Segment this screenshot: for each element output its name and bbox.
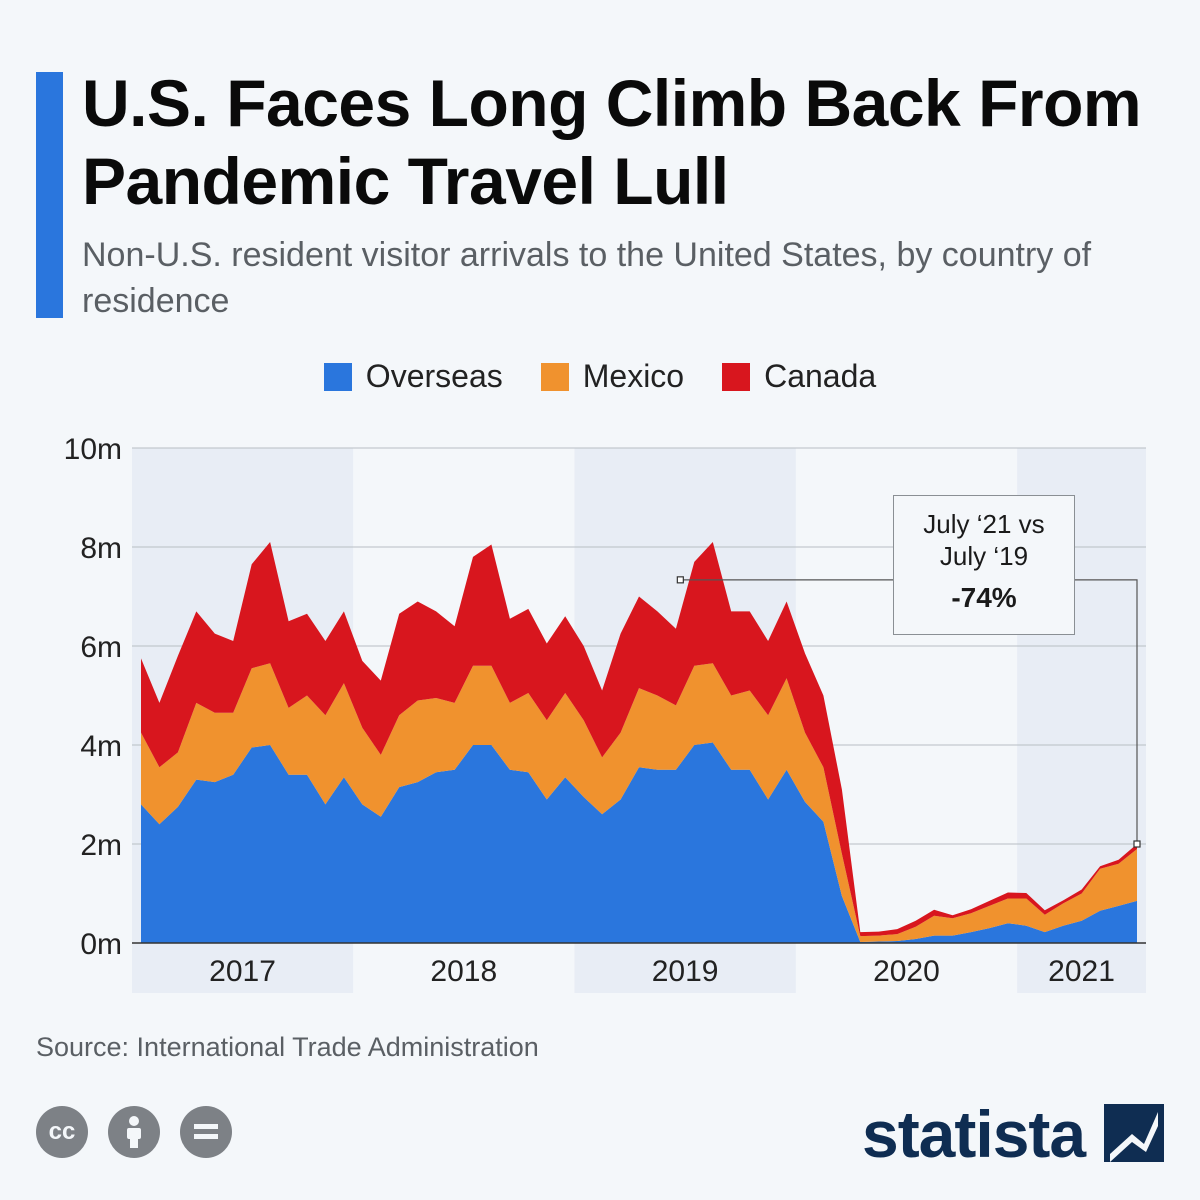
y-tick-labels: 0m 2m 4m 6m 8m 10m bbox=[64, 433, 122, 961]
annotation-line-1: July ‘21 vs bbox=[923, 509, 1045, 539]
legend-swatch-canada bbox=[722, 362, 751, 391]
legend-item-overseas: Overseas bbox=[323, 358, 503, 395]
title-accent-bar bbox=[36, 72, 63, 318]
area-series bbox=[141, 542, 1137, 943]
legend-swatch-overseas bbox=[323, 362, 352, 391]
legend-label-overseas: Overseas bbox=[365, 358, 503, 394]
year-label: 2020 bbox=[873, 955, 940, 988]
area-mexico bbox=[141, 663, 1137, 942]
y-tick-label: 4m bbox=[80, 730, 122, 763]
year-label: 2019 bbox=[652, 955, 719, 988]
annotation-connector bbox=[676, 576, 1141, 848]
connector-marker-2019 bbox=[676, 576, 684, 584]
source-note: Source: International Trade Administrati… bbox=[36, 1032, 539, 1062]
annotation-line-2: July ‘19 bbox=[939, 541, 1029, 571]
legend-item-mexico: Mexico bbox=[540, 358, 685, 395]
year-label: 2017 bbox=[209, 955, 276, 988]
no-derivatives-icon[interactable] bbox=[180, 1106, 232, 1158]
chart-svg: 0m 2m 4m 6m 8m 10m 2017 2018 2019 2020 2021 bbox=[64, 433, 1146, 993]
y-tick-label: 2m bbox=[80, 829, 122, 862]
y-tick-label: 6m bbox=[80, 631, 122, 664]
legend-item-canada: Canada bbox=[722, 358, 876, 395]
attribution-icon[interactable] bbox=[108, 1106, 160, 1158]
year-label: 2021 bbox=[1048, 955, 1115, 988]
year-label: 2018 bbox=[430, 955, 497, 988]
y-tick-label: 0m bbox=[80, 928, 122, 961]
legend-label-mexico: Mexico bbox=[582, 358, 685, 394]
year-labels: 2017 2018 2019 2020 2021 bbox=[209, 955, 1115, 988]
y-tick-label: 10m bbox=[64, 433, 122, 466]
connector-line bbox=[680, 579, 1138, 844]
area-overseas bbox=[141, 742, 1137, 943]
statista-logo-icon bbox=[1104, 1104, 1164, 1162]
annotation-box: July ‘21 vs July ‘19 -74% bbox=[893, 495, 1075, 635]
legend: Overseas Mexico Canada bbox=[0, 358, 1200, 395]
statista-logo-text[interactable]: statista bbox=[862, 1097, 1086, 1171]
legend-label-canada: Canada bbox=[764, 358, 877, 394]
legend-swatch-mexico bbox=[540, 362, 569, 391]
annotation-value: -74% bbox=[951, 582, 1017, 613]
chart-subtitle: Non-U.S. resident visitor arrivals to th… bbox=[82, 236, 1092, 320]
area-canada bbox=[141, 542, 1137, 937]
y-tick-label: 8m bbox=[80, 532, 122, 565]
chart-title: U.S. Faces Long Climb Back From Pandemic… bbox=[82, 66, 1142, 218]
connector-marker-2021 bbox=[1133, 840, 1141, 848]
cc-icon[interactable]: cc bbox=[36, 1106, 88, 1158]
